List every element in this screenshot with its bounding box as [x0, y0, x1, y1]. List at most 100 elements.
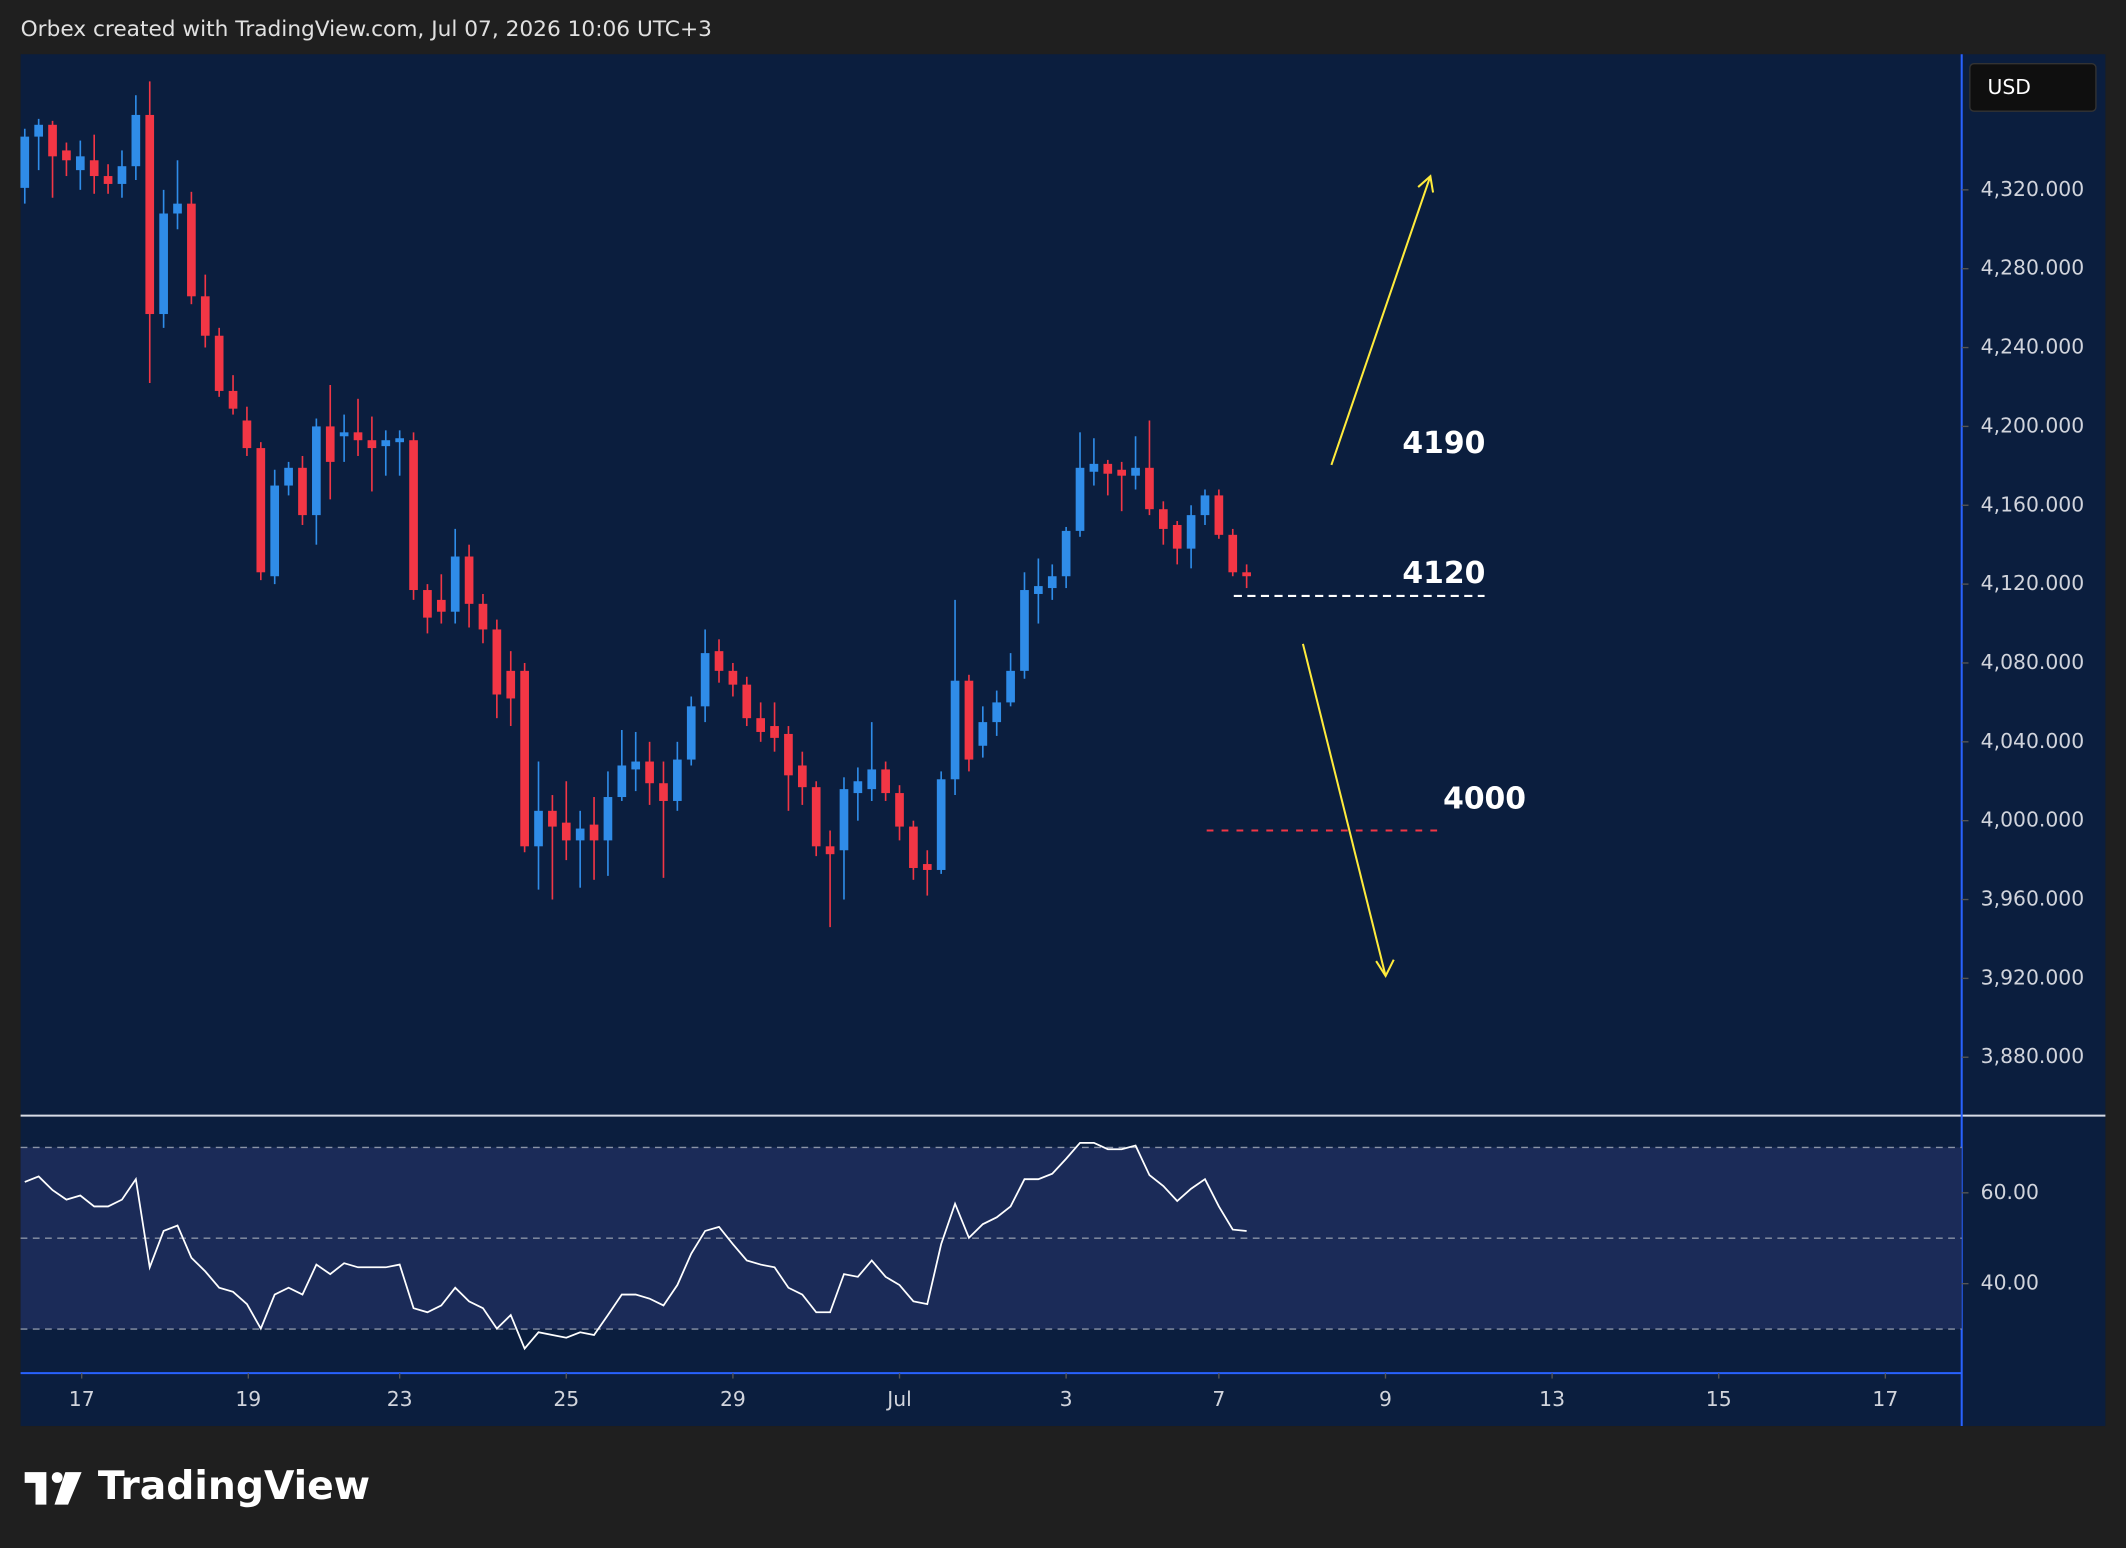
candle-body: [686, 706, 696, 760]
x-tick-label: 13: [1539, 1387, 1565, 1411]
price-pane: [20, 54, 1962, 1116]
x-tick-label: 17: [1872, 1387, 1898, 1411]
x-tick-label: 23: [387, 1387, 413, 1411]
candle-body: [117, 166, 127, 184]
candle-body: [89, 160, 99, 177]
candle-body: [20, 136, 30, 188]
x-tick-label: 9: [1379, 1387, 1392, 1411]
candle-body: [284, 467, 293, 486]
candle-body: [173, 203, 182, 214]
candle-body: [200, 296, 210, 336]
candle-body: [950, 680, 960, 780]
candle-body: [978, 722, 988, 746]
candle-body: [145, 114, 155, 315]
time-axis: [20, 1373, 1962, 1427]
currency-box[interactable]: [1969, 63, 2097, 112]
candle-body: [1061, 530, 1071, 577]
y-tick-label: 4,000.000: [1981, 808, 2084, 832]
candle-body: [1047, 576, 1057, 589]
x-tick-label: 3: [1060, 1387, 1073, 1411]
y-tick-label: 4,240.000: [1981, 335, 2084, 359]
candle-body: [131, 114, 141, 167]
candle-body: [1158, 509, 1168, 529]
candle-body: [561, 822, 571, 841]
candle-body: [756, 718, 766, 732]
candle-body: [506, 670, 516, 699]
annotation: 4120: [1402, 556, 1485, 591]
header: Orbex created with TradingView.com, Jul …: [21, 17, 712, 42]
y-tick-label: 3,880.000: [1981, 1044, 2084, 1068]
candle-body: [534, 810, 543, 847]
price-axis: [1961, 54, 2106, 1427]
y-tick-label: 4,320.000: [1981, 177, 2084, 201]
candle-body: [589, 824, 599, 841]
x-tick-label: 29: [720, 1387, 746, 1411]
annotation: 4000: [1443, 781, 1526, 816]
candle-body: [228, 390, 238, 409]
candle-body: [367, 440, 377, 449]
candle-body: [339, 432, 349, 437]
candle-body: [1075, 467, 1085, 531]
candle-body: [548, 810, 557, 827]
candle-body: [1214, 495, 1224, 535]
logo: TradingView: [24, 1464, 370, 1509]
candle-body: [825, 846, 835, 855]
candle-body: [1242, 572, 1251, 577]
candle-body: [603, 797, 613, 841]
candle-body: [423, 590, 432, 618]
candle-body: [1172, 524, 1182, 549]
candle-body: [645, 761, 654, 784]
candle-body: [895, 793, 904, 827]
brand: TradingView: [98, 1464, 370, 1509]
logo-mark: [51, 1472, 63, 1483]
candle-body: [922, 864, 932, 870]
arrow-up: [1330, 175, 1432, 466]
y-tick-label: 4,120.000: [1981, 571, 2084, 595]
candle-body: [256, 448, 266, 573]
candle-body: [187, 203, 196, 297]
candle-body: [478, 603, 488, 630]
y-tick-label: 4,280.000: [1981, 256, 2084, 280]
candle-body: [75, 156, 85, 171]
candle-body: [436, 599, 446, 612]
logo-mark: [54, 1472, 82, 1505]
rsi-tick-label: 60.00: [1981, 1180, 2039, 1204]
candle-body: [395, 438, 405, 443]
x-tick-label: 25: [553, 1387, 579, 1411]
candle-body: [62, 150, 71, 161]
candle-body: [1200, 495, 1210, 516]
candle-body: [353, 432, 363, 441]
arrows: [1301, 174, 1435, 979]
y-tick-label: 4,160.000: [1981, 492, 2084, 516]
candle-body: [214, 335, 224, 391]
candle-body: [1228, 534, 1238, 573]
candle-body: [1006, 670, 1015, 703]
candle-body: [450, 556, 460, 612]
candle-body: [770, 726, 779, 738]
candle-body: [1020, 590, 1029, 671]
rsi-tick-label: 40.00: [1981, 1271, 2039, 1295]
currency: USD: [1987, 75, 2030, 99]
candle-body: [1131, 467, 1140, 476]
candle-body: [1089, 463, 1099, 472]
annotation: 4190: [1402, 426, 1485, 461]
candle-body: [867, 769, 877, 790]
candle-body: [48, 124, 57, 157]
candle-body: [1103, 463, 1113, 474]
arrow-down: [1301, 643, 1387, 977]
candle-body: [631, 761, 641, 770]
x-tick-label: 15: [1706, 1387, 1732, 1411]
x-tick-label: 17: [69, 1387, 95, 1411]
candle-body: [1145, 467, 1154, 510]
candle-body: [409, 440, 418, 591]
y-tick-label: 3,920.000: [1981, 965, 2084, 989]
candle-body: [575, 828, 585, 841]
candle-body: [242, 420, 252, 449]
candle-body: [811, 787, 821, 847]
candle-body: [617, 765, 627, 798]
candle-body: [742, 684, 752, 719]
candle-body: [881, 769, 890, 794]
candle-body: [312, 426, 321, 516]
candle-body: [936, 779, 946, 870]
candle-body: [659, 783, 668, 801]
